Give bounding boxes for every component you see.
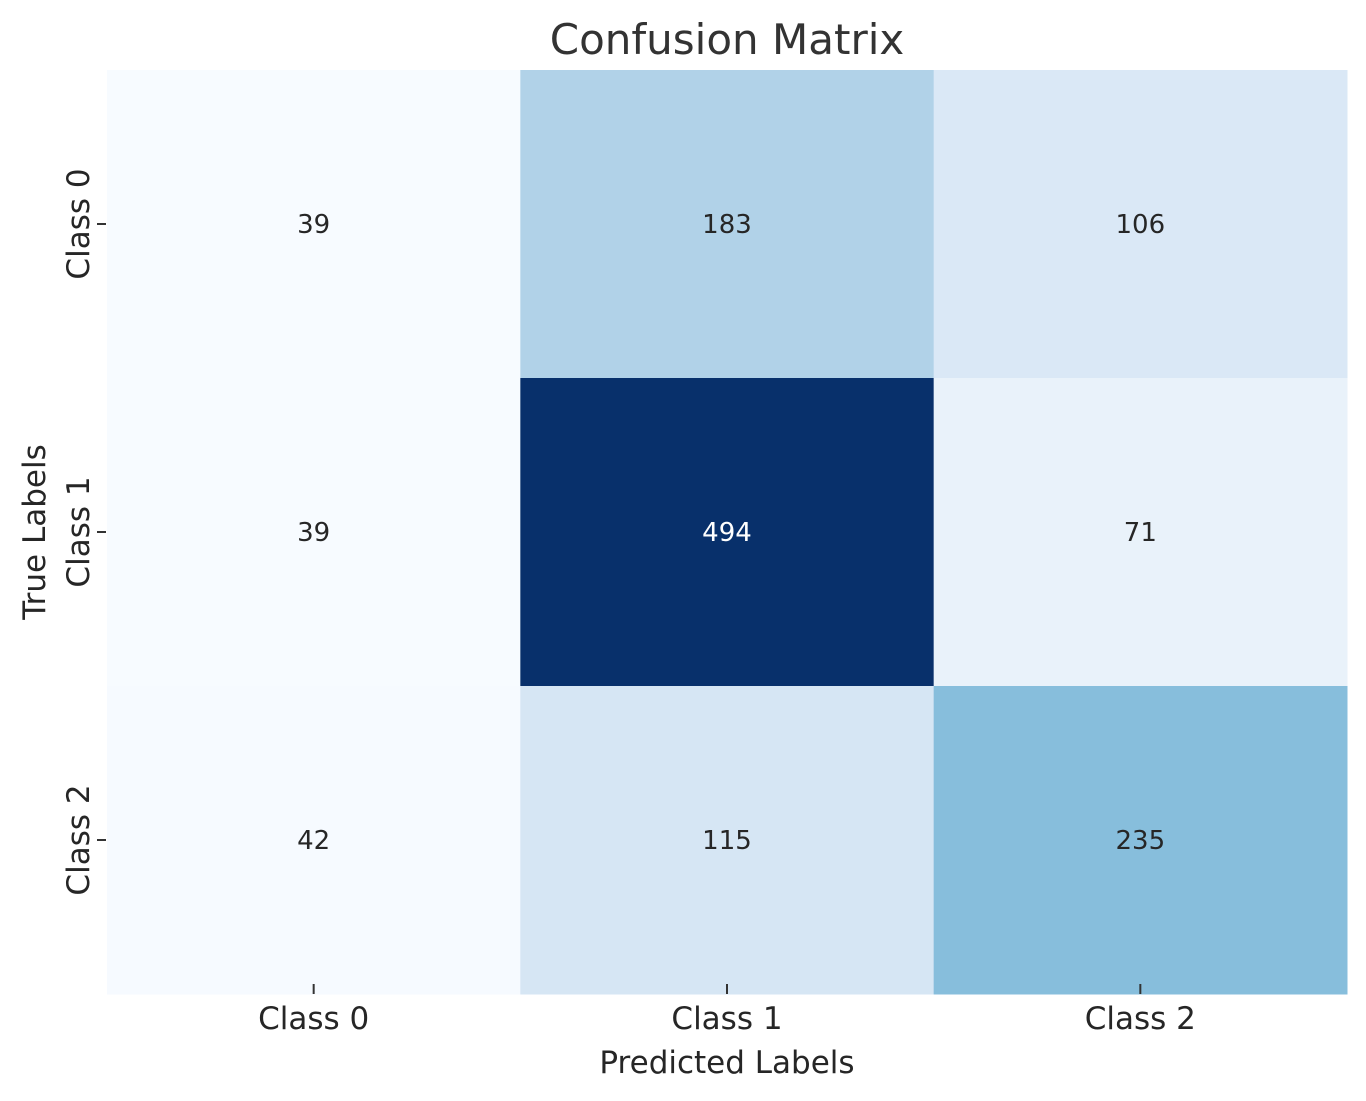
y-axis-label: True Labels: [17, 444, 53, 620]
heatmap-cell-r1-c2: [933, 378, 1348, 687]
heatmap-cell-labels: 39 183 106 39 494 71 42 115 235: [297, 210, 1165, 856]
cell-value-label-r2-c0: 42: [297, 826, 330, 856]
heatmap-cell-r0-c2: [933, 70, 1348, 379]
heatmap-cell-r2-c2: [933, 686, 1348, 995]
heatmap-cell-r0-c0: [107, 70, 521, 379]
y-tick-label-1: Class 1: [61, 476, 97, 587]
heatmap-cell-r1-c0: [107, 378, 521, 687]
cell-value-label-r2-c1: 115: [702, 826, 752, 856]
cell-value-label-r1-c1: 494: [702, 518, 752, 548]
heatmap-cell-r1-c1: [520, 378, 935, 687]
y-tick-label-2: Class 2: [61, 784, 97, 895]
cell-value-label-r1-c0: 39: [297, 518, 330, 548]
heatmap-cells: [107, 70, 1348, 995]
heatmap-cell-r2-c1: [520, 686, 935, 995]
cell-value-label-r0-c1: 183: [702, 210, 752, 240]
cell-value-label-r1-c2: 71: [1124, 518, 1157, 548]
x-axis-ticks: Class 0 Class 1 Class 2: [258, 984, 1196, 1037]
cell-value-label-r0-c0: 39: [297, 210, 330, 240]
x-tick-label-2: Class 2: [1085, 1001, 1196, 1037]
y-axis-ticks: Class 0 Class 1 Class 2: [61, 168, 106, 896]
x-tick-label-1: Class 1: [671, 1001, 782, 1037]
cell-value-label-r0-c2: 106: [1116, 210, 1166, 240]
heatmap-cell-r2-c0: [107, 686, 521, 995]
x-axis-label: Predicted Labels: [599, 1045, 854, 1081]
x-tick-label-0: Class 0: [258, 1001, 369, 1037]
y-tick-label-0: Class 0: [61, 168, 97, 279]
chart-title: Confusion Matrix: [550, 15, 905, 64]
cell-value-label-r2-c2: 235: [1116, 826, 1166, 856]
heatmap-cell-r0-c1: [520, 70, 935, 379]
